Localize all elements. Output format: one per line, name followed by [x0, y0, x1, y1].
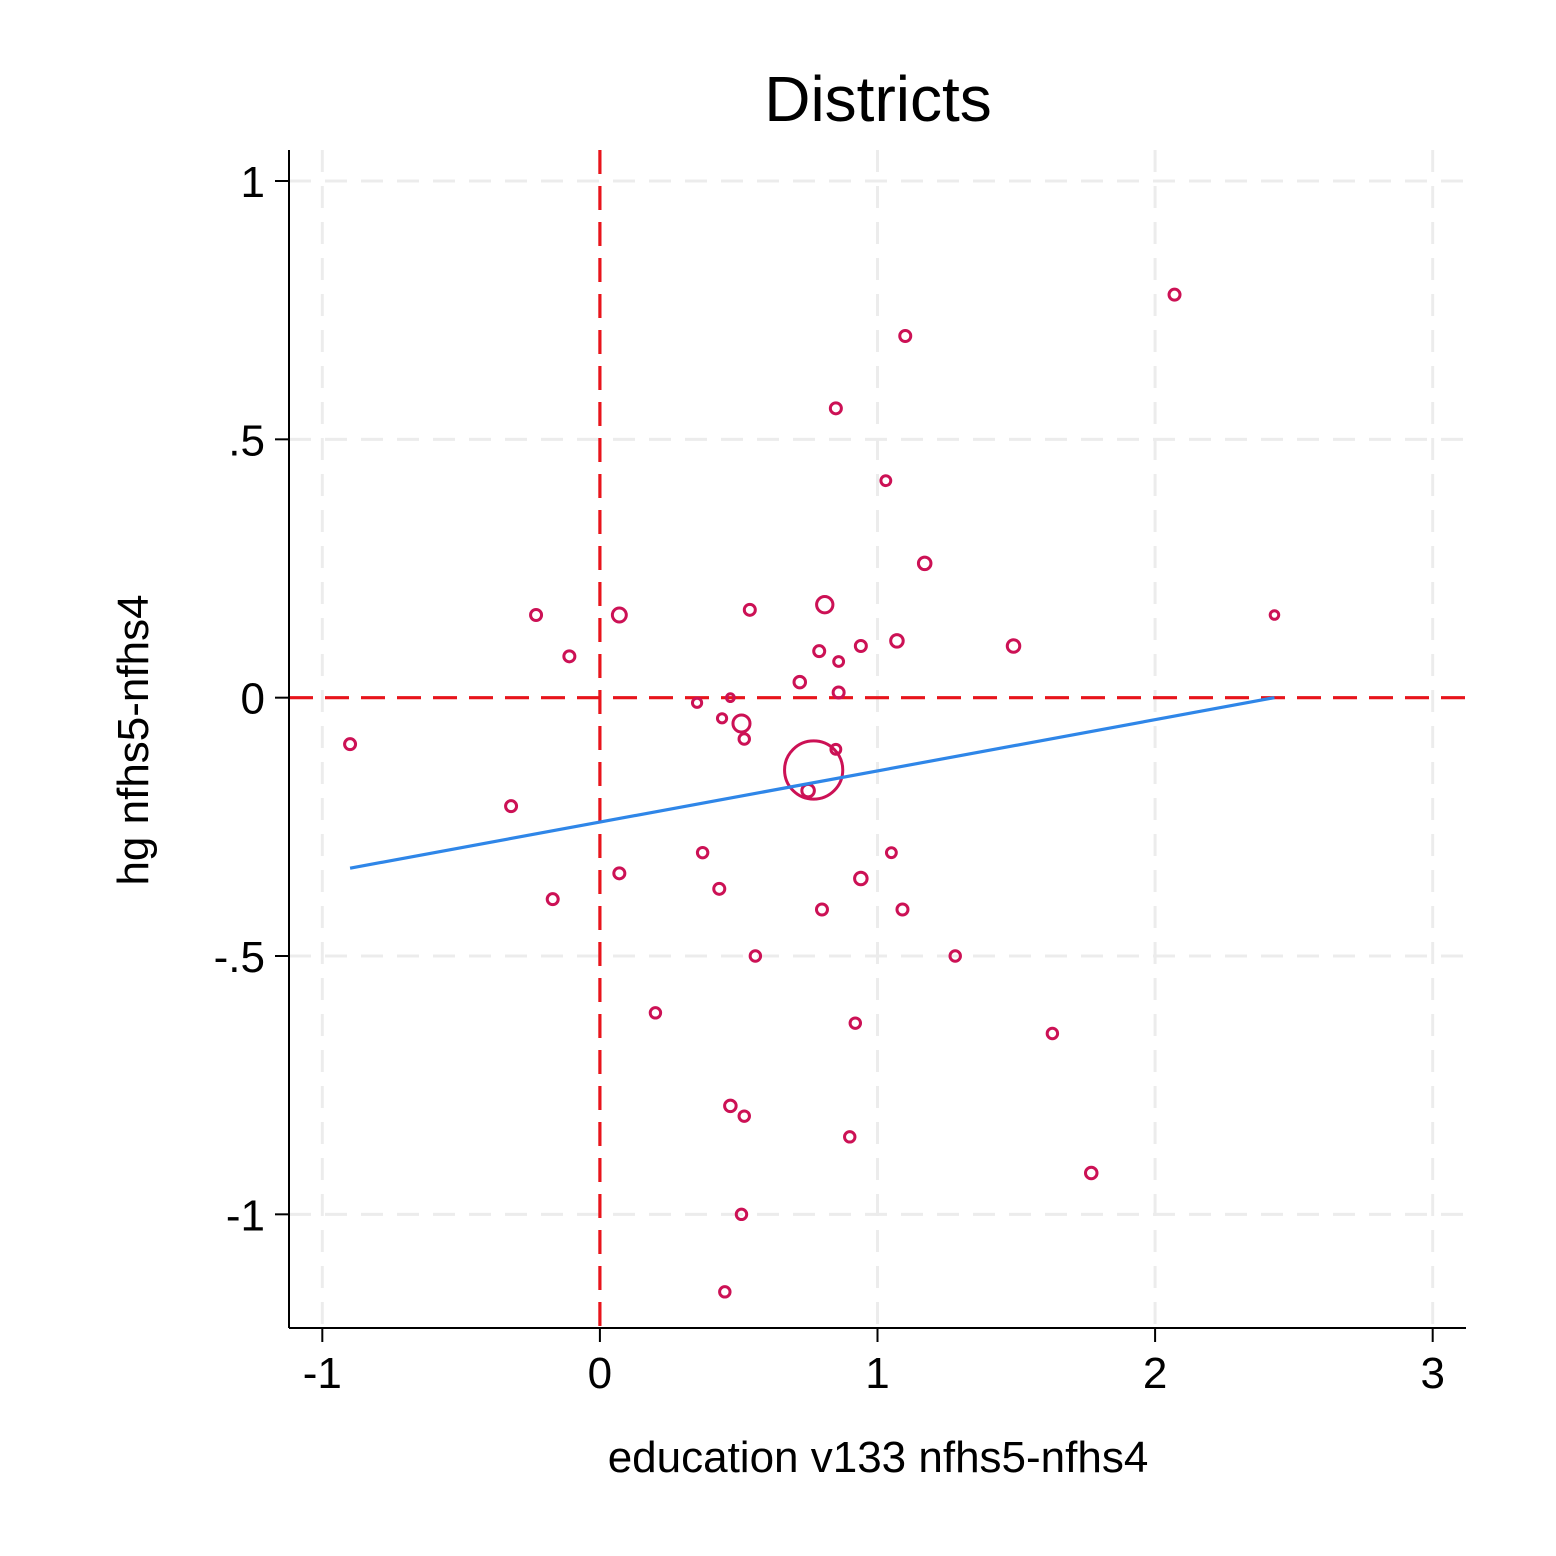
data-point-22	[737, 732, 751, 746]
data-point-38	[648, 1006, 663, 1020]
x-tick-label-2: 1	[865, 1349, 889, 1398]
y-tick-label-0: -1	[226, 1191, 265, 1240]
data-point-3	[879, 474, 893, 488]
y-tick-label-2: 0	[241, 675, 265, 724]
data-point-23	[829, 742, 843, 756]
data-point-12	[853, 639, 868, 653]
data-point-36	[748, 949, 763, 963]
data-point-44	[1083, 1165, 1099, 1181]
data-point-37	[948, 949, 962, 963]
data-point-20	[715, 712, 729, 725]
data-point-40	[1045, 1026, 1060, 1041]
data-point-4	[916, 555, 933, 572]
data-point-0	[1167, 287, 1182, 302]
grid	[289, 150, 1466, 1328]
data-point-11	[1005, 638, 1022, 654]
data-point-30	[612, 866, 627, 881]
data-point-35	[895, 902, 910, 917]
data-point-28	[695, 845, 710, 860]
data-point-32	[712, 881, 727, 896]
data-point-45	[734, 1207, 749, 1222]
data-point-29	[884, 846, 898, 860]
data-point-16	[792, 674, 808, 690]
y-axis-label: hg nfhs5-nfhs4	[109, 594, 158, 885]
data-point-6	[529, 608, 544, 622]
data-point-31	[853, 870, 869, 887]
fit-line-group	[349, 696, 1275, 870]
x-tick-label-0: -1	[303, 1349, 342, 1398]
data-point-17	[831, 685, 846, 700]
data-point-33	[545, 892, 560, 907]
data-point-24	[343, 737, 358, 752]
chart-title: Districts	[764, 63, 992, 135]
data-point-5	[815, 595, 835, 615]
data-points	[343, 287, 1281, 1299]
data-point-15	[562, 649, 577, 664]
data-point-1	[898, 329, 913, 343]
data-point-39	[848, 1016, 863, 1030]
data-point-26	[800, 782, 816, 799]
data-point-46	[718, 1285, 732, 1299]
data-point-2	[828, 401, 843, 416]
y-tick-label-3: .5	[228, 416, 265, 465]
x-tick-label-3: 2	[1143, 1349, 1167, 1398]
fit-line	[349, 696, 1275, 870]
y-tick-label-1: -.5	[214, 933, 265, 982]
axes: -1 0 1 2 3 -1 -.5 0 .5 1	[214, 150, 1466, 1398]
data-point-8	[742, 602, 757, 617]
data-point-10	[889, 633, 905, 649]
data-point-43	[843, 1130, 857, 1144]
data-point-9	[1268, 609, 1281, 621]
data-point-19	[690, 696, 704, 709]
data-point-7	[610, 606, 628, 624]
x-axis-label: education v133 nfhs5-nfhs4	[608, 1433, 1149, 1482]
data-point-13	[812, 644, 827, 659]
data-point-14	[832, 655, 846, 668]
data-point-27	[504, 799, 519, 814]
data-point-25	[783, 739, 845, 801]
x-tick-label-4: 3	[1420, 1349, 1444, 1398]
y-tick-label-4: 1	[241, 158, 265, 207]
data-point-21	[731, 713, 752, 734]
data-point-34	[814, 902, 829, 917]
x-tick-label-1: 0	[588, 1349, 612, 1398]
data-point-41	[723, 1098, 738, 1114]
data-point-18	[724, 692, 736, 704]
data-point-42	[737, 1109, 751, 1123]
